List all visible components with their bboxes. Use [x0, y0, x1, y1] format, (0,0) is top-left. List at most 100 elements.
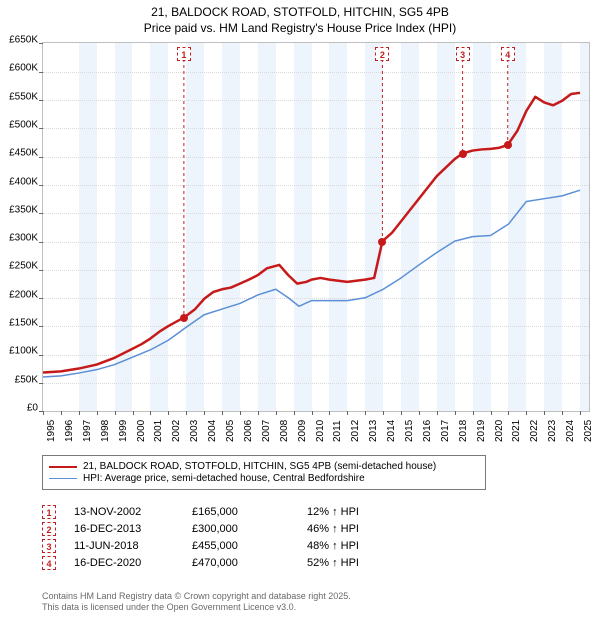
sale-event-pct: 52% ↑ HPI	[307, 557, 407, 569]
sale-event-pct: 46% ↑ HPI	[307, 523, 407, 535]
x-axis-label: 2001	[153, 420, 164, 442]
y-tick	[39, 298, 43, 299]
sale-event-date: 11-JUN-2018	[74, 540, 192, 552]
sale-event-row: 1 13-NOV-2002£165,00012% ↑ HPI	[42, 505, 407, 519]
sale-event-date: 13-NOV-2002	[74, 506, 192, 518]
x-axis-label: 1997	[82, 420, 93, 442]
footer-line-2: This data is licensed under the Open Gov…	[42, 602, 351, 614]
x-axis-label: 1999	[118, 420, 129, 442]
y-tick	[39, 213, 43, 214]
y-axis-label: £350K	[9, 204, 38, 215]
title-line-1: 21, BALDOCK ROAD, STOTFOLD, HITCHIN, SG5…	[0, 4, 600, 20]
y-tick	[39, 72, 43, 73]
chart-container: 21, BALDOCK ROAD, STOTFOLD, HITCHIN, SG5…	[0, 0, 600, 620]
y-axis-label: £100K	[9, 346, 38, 357]
footer-line-1: Contains HM Land Registry data © Crown c…	[42, 591, 351, 603]
x-axis-label: 2012	[350, 420, 361, 442]
sale-marker-dot	[459, 150, 467, 158]
y-tick	[39, 43, 43, 44]
sale-marker-box: 3	[456, 47, 470, 61]
x-axis-label: 2019	[476, 420, 487, 442]
y-tick	[39, 128, 43, 129]
y-tick	[39, 242, 43, 243]
x-axis-label: 2002	[171, 420, 182, 442]
y-axis-label: £650K	[9, 35, 38, 46]
y-tick	[39, 326, 43, 327]
y-tick	[39, 185, 43, 186]
legend-item: HPI: Average price, semi-detached house,…	[49, 473, 479, 484]
sale-event-number: 2	[42, 522, 56, 536]
y-tick	[39, 355, 43, 356]
y-axis-label: £500K	[9, 119, 38, 130]
sale-event-pct: 12% ↑ HPI	[307, 506, 407, 518]
x-axis-label: 2015	[404, 420, 415, 442]
x-axis-label: 2007	[261, 420, 272, 442]
x-axis-label: 2006	[243, 420, 254, 442]
y-axis-label: £150K	[9, 318, 38, 329]
y-axis-label: £50K	[15, 374, 38, 385]
y-axis-label: £550K	[9, 91, 38, 102]
sale-marker-dot	[378, 238, 386, 246]
title-line-2: Price paid vs. HM Land Registry's House …	[0, 20, 600, 36]
sale-event-price: £470,000	[192, 557, 307, 569]
sale-marker-dot	[180, 314, 188, 322]
x-axis-label: 1996	[64, 420, 75, 442]
x-axis-label: 1998	[100, 420, 111, 442]
series-hpi	[43, 191, 580, 378]
y-axis-label: £600K	[9, 63, 38, 74]
chart-title: 21, BALDOCK ROAD, STOTFOLD, HITCHIN, SG5…	[0, 0, 600, 36]
x-axis-labels: 1995 1996 1997 1998 1999 2000 2001 2002 2003 2004…	[42, 410, 590, 458]
legend-label: 21, BALDOCK ROAD, STOTFOLD, HITCHIN, SG5…	[83, 461, 436, 472]
plot-area: 1234	[42, 42, 590, 412]
legend-swatch	[49, 478, 77, 479]
y-axis-label: £0	[27, 403, 38, 414]
footer-attribution: Contains HM Land Registry data © Crown c…	[42, 591, 351, 614]
y-axis-labels: £0£50K£100K£150K£200K£250K£300K£350K£400…	[0, 32, 40, 404]
x-axis-label: 2013	[368, 420, 379, 442]
y-tick	[39, 383, 43, 384]
x-axis-label: 2017	[440, 420, 451, 442]
series-price_paid	[43, 93, 580, 373]
y-axis-label: £300K	[9, 233, 38, 244]
legend-swatch	[49, 466, 77, 468]
x-axis-label: 2023	[547, 420, 558, 442]
y-axis-label: £450K	[9, 148, 38, 159]
x-axis-label: 2024	[565, 420, 576, 442]
x-axis-label: 2022	[529, 420, 540, 442]
legend: 21, BALDOCK ROAD, STOTFOLD, HITCHIN, SG5…	[42, 455, 486, 490]
x-axis-label: 2020	[494, 420, 505, 442]
x-axis-label: 2005	[225, 420, 236, 442]
x-axis-label: 2025	[583, 420, 594, 442]
y-tick	[39, 270, 43, 271]
y-axis-label: £200K	[9, 289, 38, 300]
sale-event-row: 2 16-DEC-2013£300,00046% ↑ HPI	[42, 522, 407, 536]
sale-event-row: 4 16-DEC-2020£470,00052% ↑ HPI	[42, 556, 407, 570]
sale-event-number: 1	[42, 505, 56, 519]
x-axis-label: 2021	[511, 420, 522, 442]
x-axis-label: 2014	[386, 420, 397, 442]
chart-svg	[43, 43, 589, 411]
sale-event-price: £300,000	[192, 523, 307, 535]
sale-event-number: 3	[42, 539, 56, 553]
sale-event-date: 16-DEC-2020	[74, 557, 192, 569]
sale-events-table: 1 13-NOV-2002£165,00012% ↑ HPI 2 16-DEC-201…	[42, 502, 407, 573]
x-axis-label: 2010	[315, 420, 326, 442]
x-axis-label: 2000	[136, 420, 147, 442]
x-axis-label: 2018	[458, 420, 469, 442]
sale-event-row: 311-JUN-2018£455,00048% ↑ HPI	[42, 539, 407, 553]
y-axis-label: £400K	[9, 176, 38, 187]
sale-event-date: 16-DEC-2013	[74, 523, 192, 535]
sale-event-price: £165,000	[192, 506, 307, 518]
sale-marker-box: 4	[501, 47, 515, 61]
y-axis-label: £250K	[9, 261, 38, 272]
x-axis-label: 2004	[207, 420, 218, 442]
sale-event-number: 4	[42, 556, 56, 570]
legend-label: HPI: Average price, semi-detached house,…	[83, 473, 365, 484]
sale-event-pct: 48% ↑ HPI	[307, 540, 407, 552]
x-axis-label: 1995	[46, 420, 57, 442]
legend-item: 21, BALDOCK ROAD, STOTFOLD, HITCHIN, SG5…	[49, 461, 479, 472]
x-axis-label: 2003	[189, 420, 200, 442]
y-tick	[39, 100, 43, 101]
sale-marker-dot	[504, 141, 512, 149]
x-axis-label: 2009	[297, 420, 308, 442]
